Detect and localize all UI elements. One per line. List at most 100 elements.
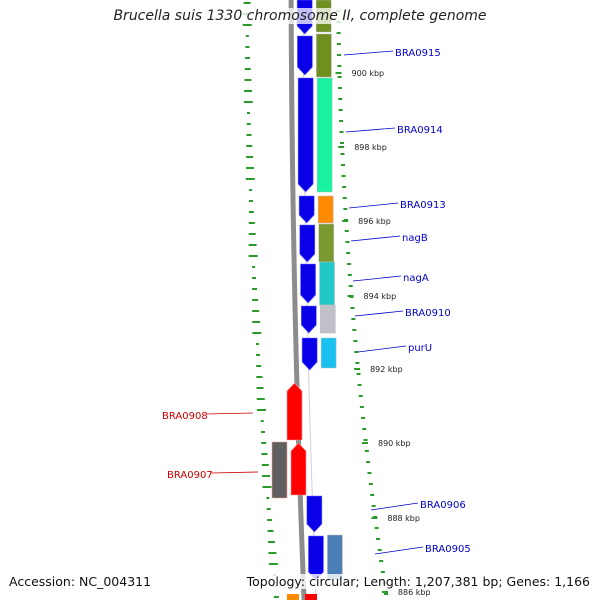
gc-dot: [267, 530, 274, 532]
gc-dot: [245, 57, 251, 59]
forward-gene-arrow: [298, 195, 315, 224]
gc-dot: [261, 453, 268, 455]
gc-dot: [350, 307, 355, 309]
gc-dot: [256, 409, 266, 411]
gc-dot: [337, 87, 342, 89]
gc-dot: [262, 486, 272, 488]
gene-label: BRA0906: [420, 500, 466, 511]
gene-label: BRA0910: [405, 308, 451, 319]
gc-dot: [347, 274, 352, 276]
gc-dot: [380, 571, 385, 573]
gc-dot: [358, 395, 363, 397]
label-leader-line: [350, 235, 401, 242]
label-leader-line: [357, 345, 407, 353]
gc-dot: [247, 112, 251, 114]
tick-label: 890 kbp: [378, 439, 411, 448]
gc-dot: [346, 252, 351, 254]
partial-gene: [287, 594, 299, 600]
gc-dot: [244, 90, 253, 92]
gc-dot: [266, 508, 271, 510]
forward-gene-arrow: [301, 305, 317, 334]
gc-dot: [256, 365, 262, 367]
gc-dot: [243, 2, 251, 4]
cog-block: [319, 261, 335, 306]
reverse-gene-arrow: [286, 382, 303, 441]
gc-dot: [345, 241, 350, 243]
gc-dot: [367, 472, 372, 474]
gc-dot: [245, 35, 249, 37]
gc-dot: [371, 505, 376, 507]
gc-dot: [356, 373, 361, 375]
gc-dot: [252, 310, 260, 312]
gc-dot: [252, 288, 258, 290]
gc-dot: [246, 134, 252, 136]
forward-gene-arrow: [301, 337, 318, 371]
gc-dot: [342, 197, 347, 199]
gc-dot: [268, 563, 278, 565]
gc-dot: [266, 497, 270, 499]
gene-label: nagB: [402, 233, 428, 244]
gc-dot: [384, 593, 389, 595]
gene-label: BRA0908: [162, 411, 208, 422]
tick-label: 900 kbp: [352, 69, 385, 78]
tick-label: 894 kbp: [364, 292, 397, 301]
gc-dot: [252, 299, 259, 301]
gc-dot: [336, 32, 341, 34]
gc-dot: [340, 153, 345, 155]
gc-dot: [364, 450, 369, 452]
gc-dot: [252, 266, 256, 268]
gene-label: BRA0913: [400, 200, 446, 211]
gc-dot: [355, 362, 360, 364]
gc-dot: [337, 65, 342, 67]
gc-dot: [242, 24, 252, 26]
gc-dot: [267, 519, 273, 521]
gc-dot: [256, 387, 264, 389]
gc-dot: [248, 200, 253, 202]
gc-dot: [256, 398, 265, 400]
gene-track: [271, 0, 324, 600]
label-leader-line: [354, 310, 404, 317]
label-leader-line: [205, 412, 254, 415]
gc-dot: [255, 343, 259, 345]
tick-label: 886 kbp: [398, 588, 431, 597]
gc-dot: [245, 46, 250, 48]
tick-label: 892 kbp: [370, 365, 403, 374]
gc-dot: [268, 552, 277, 554]
gc-dot: [339, 142, 344, 144]
label-leader-line: [343, 50, 394, 56]
gc-dot: [343, 208, 348, 210]
gc-dot: [339, 120, 344, 122]
gc-dot: [260, 431, 265, 433]
gc-dot: [338, 109, 343, 111]
forward-gene-arrow: [297, 77, 314, 193]
tick-label: 896 kbp: [358, 217, 391, 226]
pseudo-gene-block: [271, 441, 288, 499]
reverse-gene-arrow: [290, 442, 307, 496]
gc-dot: [337, 76, 342, 78]
gc-dot: [246, 156, 254, 158]
gc-dot: [362, 428, 367, 430]
gc-dot: [376, 538, 381, 540]
gene-label: purU: [408, 343, 432, 354]
gc-dot: [354, 351, 359, 353]
cog-block: [317, 195, 334, 224]
gc-dot: [357, 384, 362, 386]
cog-block: [320, 337, 337, 369]
gc-dot: [248, 244, 257, 246]
gene-label: BRA0914: [397, 125, 443, 136]
gc-dot: [249, 189, 253, 191]
gc-dot: [341, 175, 346, 177]
gc-dot: [248, 233, 256, 235]
backbone-line: [288, 0, 307, 600]
accession-text: Accession: NC_004311: [9, 574, 152, 589]
gc-dot: [352, 329, 357, 331]
cog-block: [320, 304, 336, 334]
gc-dot: [368, 483, 373, 485]
gene-label: nagA: [403, 273, 429, 284]
label-leader-line: [210, 471, 259, 474]
gc-dot: [342, 186, 347, 188]
gc-dot: [361, 417, 366, 419]
forward-gene-arrow: [299, 224, 316, 263]
gc-dot: [273, 596, 279, 598]
label-leader-line: [374, 546, 424, 555]
